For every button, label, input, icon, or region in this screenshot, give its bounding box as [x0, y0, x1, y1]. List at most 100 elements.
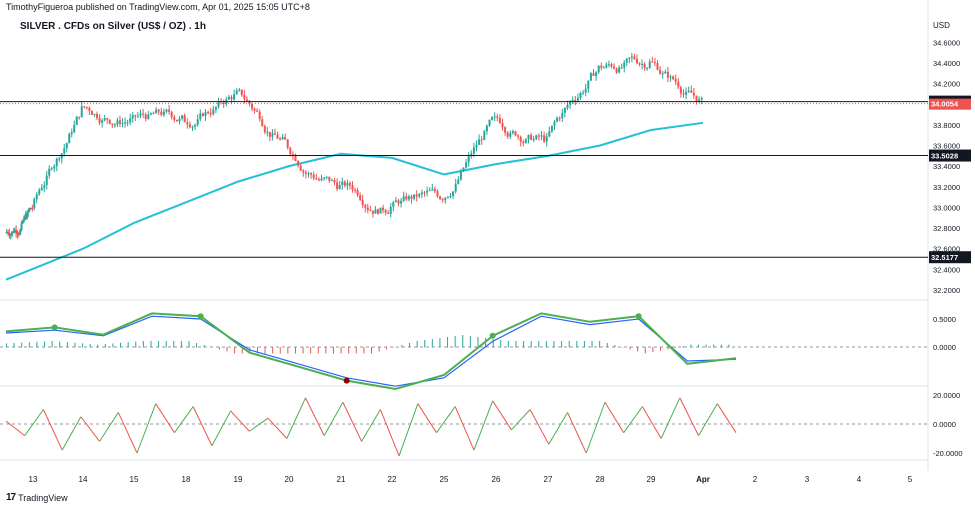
candle-body [666, 71, 669, 78]
brand[interactable]: 17 TradingView [6, 492, 68, 503]
price-axis: 34.6000 34.4000 34.2000 33.8000 33.6000 33.40… [933, 38, 960, 295]
candle-body [147, 114, 150, 119]
candle-body [20, 223, 23, 231]
osc-histogram-bar [287, 347, 289, 354]
osc-cross-dot [51, 324, 58, 331]
time-tick-label: 4 [857, 475, 862, 484]
osc-histogram-bar [652, 347, 654, 353]
candle-body [227, 97, 230, 100]
candle-body [462, 167, 465, 172]
candle-body [251, 104, 254, 109]
candle-body [514, 131, 517, 136]
candle-body [286, 139, 289, 148]
osc-histogram-bar [454, 336, 456, 348]
candle-body [563, 107, 566, 113]
momentum-segment [511, 409, 531, 431]
candle-body [685, 91, 688, 95]
candle-body [217, 101, 220, 107]
price-tick-label: 33.0000 [933, 203, 960, 212]
candle-body [134, 115, 137, 117]
osc-histogram-bar [371, 347, 372, 354]
time-tick-label: 25 [440, 475, 449, 484]
osc-histogram-bar [196, 343, 198, 348]
currency-label: USD [933, 21, 950, 30]
osc-histogram-bar [294, 347, 296, 354]
momentum-segment [117, 412, 138, 454]
candle-body [11, 231, 14, 235]
candle-body [418, 194, 421, 197]
osc-histogram-bar [165, 341, 167, 348]
candle-body [400, 200, 403, 204]
attribution-text: TimothyFigueroa published on TradingView… [6, 2, 310, 12]
price-tick-label: 32.2000 [933, 286, 960, 295]
candle-body [207, 112, 210, 114]
momentum-segment [230, 410, 250, 432]
candle-body [21, 220, 24, 224]
candle-body [374, 209, 377, 214]
candle-body [389, 206, 392, 214]
time-tick-label: 22 [388, 475, 397, 484]
time-tick-label: 5 [908, 475, 913, 484]
candle-body [465, 162, 468, 168]
candle-body [160, 111, 163, 115]
candle-body [483, 131, 486, 140]
osc-histogram-bar [447, 337, 449, 348]
candle-body [394, 200, 397, 203]
candle-body [519, 136, 522, 142]
candle-body [238, 89, 241, 91]
momentum-segment [136, 403, 157, 454]
oscillator-pane: 0.5000 0.0000 [0, 312, 956, 391]
candle-body [121, 122, 124, 124]
candle-body [196, 119, 199, 125]
osc-histogram-bar [203, 345, 205, 348]
candle-body [517, 135, 520, 137]
candle-body [98, 118, 101, 123]
momentum-segment [623, 406, 643, 433]
candle-body [452, 191, 455, 197]
candle-body [271, 133, 274, 137]
osc-histogram-bar [348, 347, 350, 354]
candle-body [152, 113, 155, 115]
candle-body [258, 111, 261, 120]
candle-body [369, 210, 372, 212]
candle-body [108, 119, 111, 124]
candle-body [129, 118, 132, 123]
candle-body [58, 158, 61, 160]
candle-body [548, 131, 551, 137]
candle-body [618, 67, 621, 73]
candle-body [595, 72, 598, 76]
osc-histogram-bar [439, 338, 441, 348]
osc-histogram-bar [659, 347, 661, 351]
candle-body [431, 188, 434, 191]
osc-histogram-bar [59, 341, 61, 348]
candle-body [194, 124, 197, 127]
osc-cross-dot [489, 332, 496, 339]
momentum-segment [286, 397, 306, 439]
osc-histogram-bar [51, 341, 53, 348]
momentum-segment [361, 409, 381, 442]
candle-body [75, 116, 78, 125]
candle-body [613, 66, 616, 69]
candle-body [9, 234, 12, 236]
candle-body [323, 177, 326, 179]
last-price-tag [929, 98, 971, 110]
candle-body [625, 58, 628, 63]
time-tick-label: 21 [337, 475, 346, 484]
time-axis: 13 14 15 18 19 20 21 22 25 26 27 28 29 Apr 2 3 4 5 [29, 475, 913, 484]
candle-body [457, 179, 460, 184]
candle-body [70, 132, 73, 134]
candle-body [392, 202, 395, 207]
candle-body [124, 122, 127, 124]
candle-body [402, 196, 405, 201]
candle-body [261, 119, 264, 127]
candle-body [574, 100, 577, 102]
momentum-segment [548, 412, 568, 445]
candle-body [317, 179, 320, 181]
osc-histogram-bar [127, 342, 129, 348]
candle-body [199, 113, 202, 120]
candle-body [118, 120, 121, 124]
candle-body [88, 107, 91, 111]
time-tick-label: 13 [29, 475, 38, 484]
momentum-segment [99, 412, 119, 442]
